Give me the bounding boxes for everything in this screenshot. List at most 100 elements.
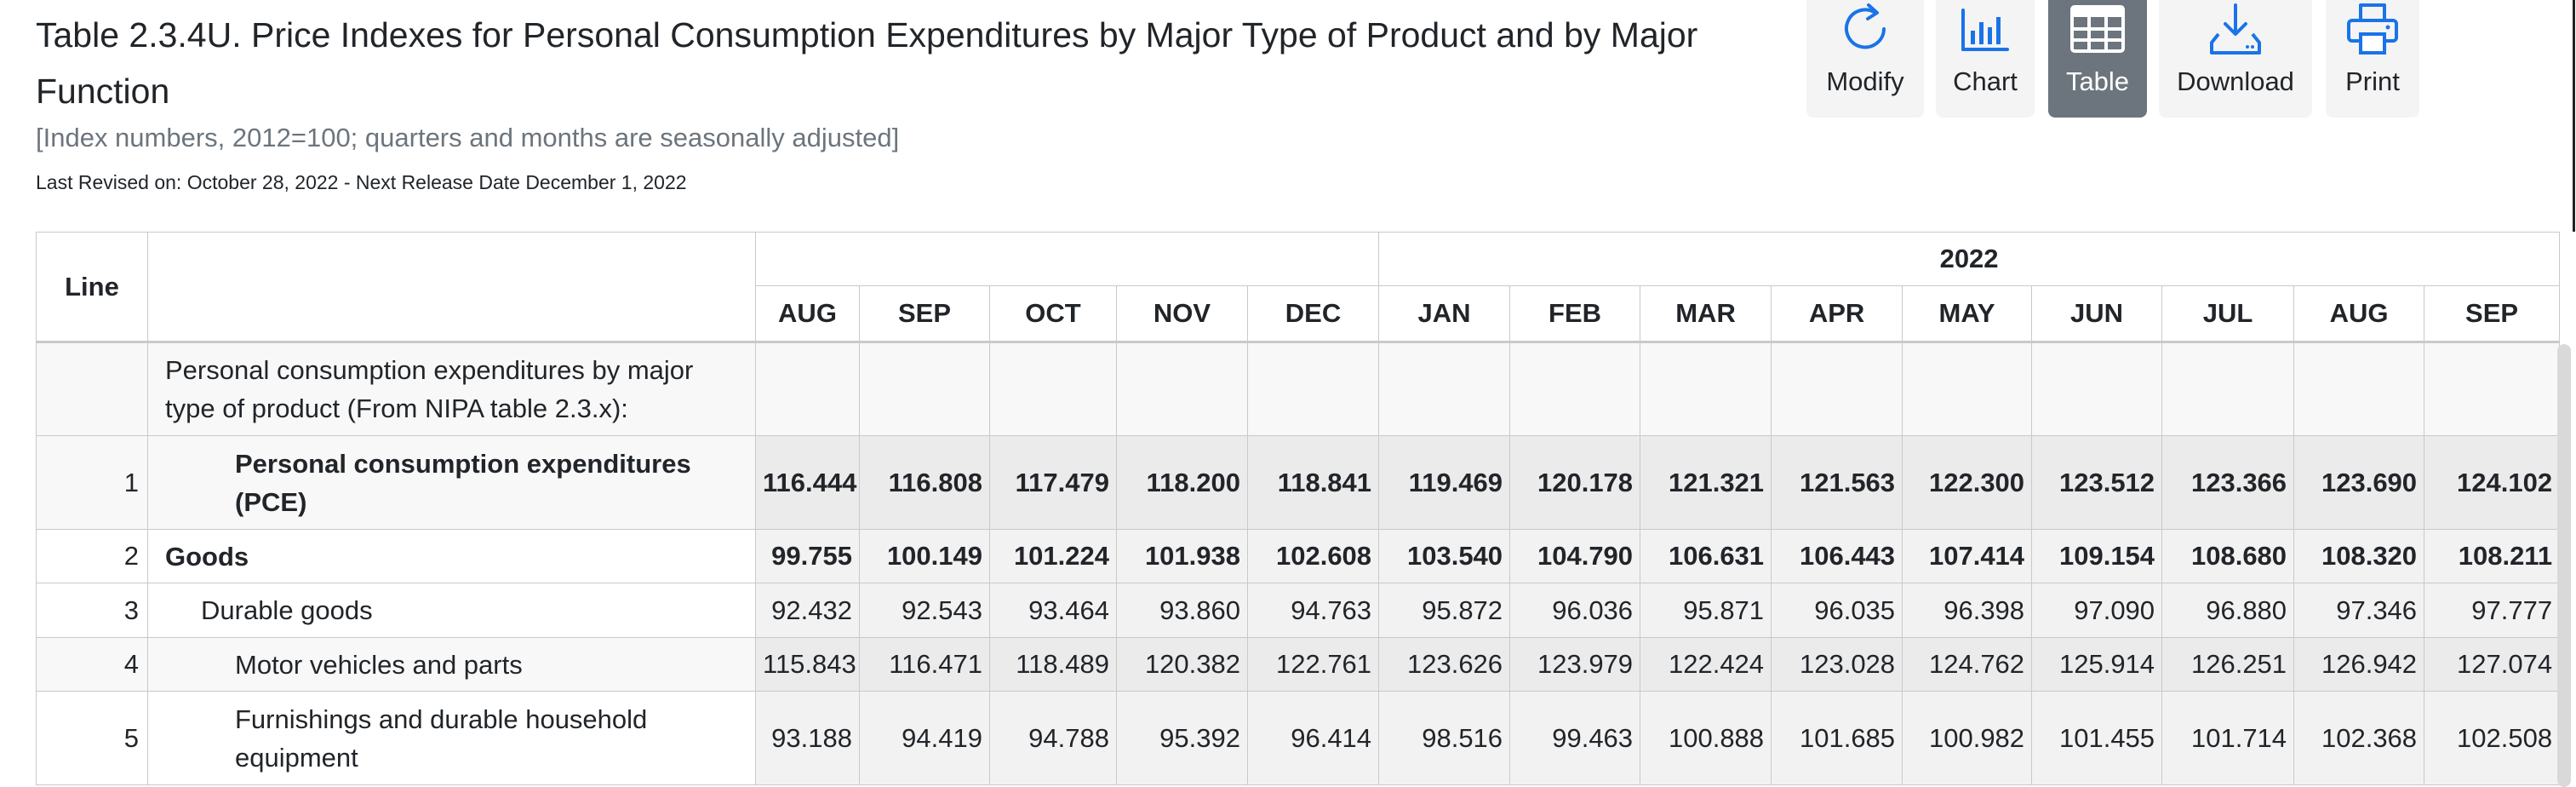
row-label: Motor vehicles and parts xyxy=(147,637,756,692)
row-label: Personal consumption expenditures (PCE) xyxy=(147,435,756,530)
data-table: Line 2022 AUG SEP OCT NOV DEC JAN FEB MA… xyxy=(36,232,2561,785)
table-subtitle: [Index numbers, 2012=100; quarters and m… xyxy=(36,123,900,152)
value-cell: 99.463 xyxy=(1509,691,1641,785)
value-cell: 104.790 xyxy=(1509,529,1641,583)
value-cell: 122.761 xyxy=(1246,637,1380,692)
value-cell: 100.888 xyxy=(1640,691,1772,785)
table-row[interactable]: 1 Personal consumption expenditures (PCE… xyxy=(36,435,2561,530)
month-header[interactable]: MAR xyxy=(1640,285,1772,343)
value-cell: 126.942 xyxy=(2293,637,2425,692)
value-cell: 123.979 xyxy=(1509,637,1641,692)
month-header[interactable]: AUG xyxy=(755,285,860,343)
value-cell: 101.685 xyxy=(1771,691,1903,785)
row-label: Furnishings and durable household equipm… xyxy=(147,691,756,785)
download-label: Download xyxy=(2177,66,2294,96)
value-cell: 106.443 xyxy=(1771,529,1903,583)
month-header[interactable]: SEP xyxy=(859,285,990,343)
value-cell: 95.871 xyxy=(1640,583,1772,638)
month-header[interactable]: APR xyxy=(1771,285,1903,343)
vertical-scrollbar[interactable] xyxy=(2557,344,2571,787)
value-cell: 116.444 xyxy=(755,435,860,530)
month-header-row: AUG SEP OCT NOV DEC JAN FEB MAR APR MAY … xyxy=(37,285,2561,343)
value-cell: 116.808 xyxy=(859,435,990,530)
value-cell: 94.788 xyxy=(989,691,1117,785)
value-cell: 101.938 xyxy=(1116,529,1248,583)
line-column-header[interactable]: Line xyxy=(36,232,148,343)
value-cell: 102.608 xyxy=(1246,529,1380,583)
table-row[interactable]: 5 Furnishings and durable household equi… xyxy=(36,691,2561,785)
value-cell: 100.982 xyxy=(1902,691,2033,785)
print-button[interactable]: Print xyxy=(2326,0,2419,118)
value-cell: 123.028 xyxy=(1771,637,1903,692)
value-cell: 96.398 xyxy=(1902,583,2033,638)
month-header[interactable]: DEC xyxy=(1246,285,1380,343)
value-cell: 99.755 xyxy=(755,529,860,583)
table-row[interactable]: 3 Durable goods 92.432 92.543 93.464 93.860… xyxy=(36,583,2561,638)
value-cell: 115.843 xyxy=(755,637,860,692)
year-group-header-2022: 2022 xyxy=(1378,232,2561,286)
value-cell: 94.419 xyxy=(859,691,990,785)
value-cell: 97.090 xyxy=(2031,583,2163,638)
value-cell: 121.321 xyxy=(1640,435,1772,530)
month-header[interactable]: OCT xyxy=(989,285,1117,343)
month-header[interactable]: SEP xyxy=(2424,285,2561,343)
chart-button[interactable]: Chart xyxy=(1936,0,2035,118)
month-header[interactable]: NOV xyxy=(1116,285,1248,343)
value-cell: 122.300 xyxy=(1902,435,2033,530)
value-cell: 117.479 xyxy=(989,435,1117,530)
table-row[interactable]: 2 Goods 99.755 100.149 101.224 101.938 102.6… xyxy=(36,529,2561,583)
table-row[interactable]: 4 Motor vehicles and parts 115.843 116.47… xyxy=(36,637,2561,692)
download-button[interactable]: Download xyxy=(2159,0,2312,118)
table-button[interactable]: Table xyxy=(2048,0,2147,118)
data-table-container: Line 2022 AUG SEP OCT NOV DEC JAN FEB MA… xyxy=(36,232,2561,787)
month-header[interactable]: JAN xyxy=(1378,285,1511,343)
value-cell: 93.464 xyxy=(989,583,1117,638)
month-header[interactable]: MAY xyxy=(1902,285,2033,343)
value-cell: 123.512 xyxy=(2031,435,2163,530)
section-label: Personal consumption expenditures by maj… xyxy=(147,342,756,436)
value-cell: 95.392 xyxy=(1116,691,1248,785)
value-cell: 96.036 xyxy=(1509,583,1641,638)
row-label: Goods xyxy=(147,529,756,583)
description-column-header xyxy=(147,232,756,343)
value-cell: 102.508 xyxy=(2424,691,2561,785)
value-cell: 97.346 xyxy=(2293,583,2425,638)
value-cell: 127.074 xyxy=(2424,637,2561,692)
line-number: 1 xyxy=(36,435,148,530)
value-cell: 108.320 xyxy=(2293,529,2425,583)
panel-border xyxy=(2573,0,2575,232)
month-header[interactable]: FEB xyxy=(1509,285,1641,343)
modify-button[interactable]: Modify xyxy=(1806,0,1924,118)
value-cell: 95.872 xyxy=(1378,583,1511,638)
value-cell: 101.455 xyxy=(2031,691,2163,785)
month-header[interactable]: JUN xyxy=(2031,285,2163,343)
value-cell: 106.631 xyxy=(1640,529,1772,583)
value-cell: 92.543 xyxy=(859,583,990,638)
line-number: 2 xyxy=(36,529,148,583)
value-cell: 118.489 xyxy=(989,637,1117,692)
value-cell: 123.690 xyxy=(2293,435,2425,530)
month-header[interactable]: JUL xyxy=(2161,285,2295,343)
value-cell: 108.680 xyxy=(2161,529,2295,583)
value-cell: 118.200 xyxy=(1116,435,1248,530)
value-cell: 94.763 xyxy=(1246,583,1380,638)
section-header-row: Personal consumption expenditures by maj… xyxy=(36,342,2561,436)
month-header[interactable]: AUG xyxy=(2293,285,2425,343)
value-cell: 119.469 xyxy=(1378,435,1511,530)
row-label: Durable goods xyxy=(147,583,756,638)
value-cell: 101.714 xyxy=(2161,691,2295,785)
value-cell: 97.777 xyxy=(2424,583,2561,638)
value-cell: 96.414 xyxy=(1246,691,1380,785)
page-title: Table 2.3.4U. Price Indexes for Personal… xyxy=(36,15,1698,111)
value-cell: 122.424 xyxy=(1640,637,1772,692)
value-cell: 103.540 xyxy=(1378,529,1511,583)
bar-chart-icon xyxy=(1936,0,2035,60)
chart-label: Chart xyxy=(1953,66,2018,96)
value-cell: 120.178 xyxy=(1509,435,1641,530)
table-label: Table xyxy=(2065,66,2130,96)
revision-note: Last Revised on: October 28, 2022 - Next… xyxy=(36,171,687,193)
line-number xyxy=(36,342,148,436)
value-cell: 92.432 xyxy=(755,583,860,638)
value-cell: 124.762 xyxy=(1902,637,2033,692)
table-grid-icon xyxy=(2048,0,2147,60)
